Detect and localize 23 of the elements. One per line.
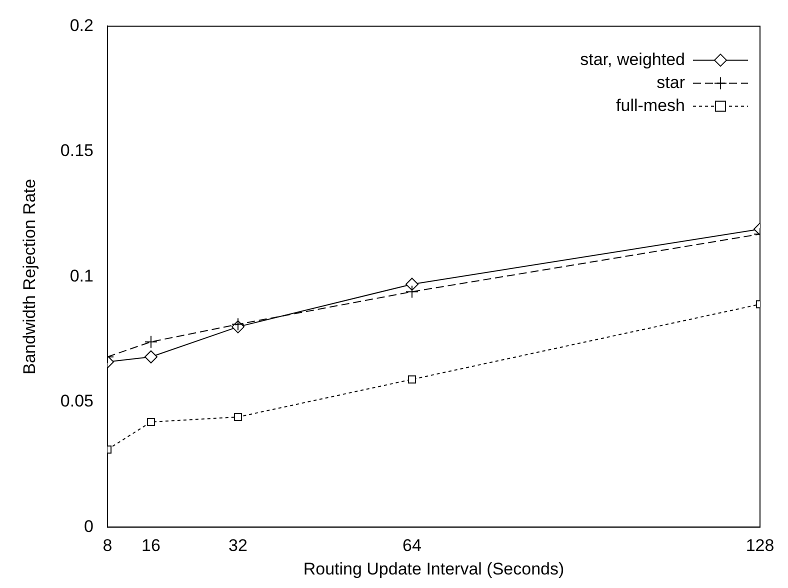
point <box>231 318 244 331</box>
point <box>405 278 418 291</box>
y-axis-title: Bandwidth Rejection Rate <box>20 178 39 375</box>
x-axis-title: Routing Update Interval (Seconds) <box>303 559 564 578</box>
x-tick-label: 8 <box>102 536 112 556</box>
point <box>146 418 156 426</box>
x-tick-label: 16 <box>142 536 160 556</box>
point <box>144 350 158 364</box>
point <box>144 335 158 348</box>
y-tick-label: 0 <box>84 516 94 536</box>
y-tick-label: 0.15 <box>60 141 94 160</box>
legend-label: full-mesh <box>616 96 685 115</box>
legend-label: star, weighted <box>580 50 685 69</box>
point <box>405 285 418 298</box>
x-tick-label: 32 <box>228 536 248 556</box>
y-tick-label: 0.2 <box>70 16 94 35</box>
x-tick-label: 128 <box>746 536 774 556</box>
point <box>234 412 242 422</box>
x-tick-label: 64 <box>402 536 422 556</box>
y-tick-label: 0.05 <box>60 392 94 411</box>
legend-label: star <box>656 72 686 92</box>
y-tick-label: 0.1 <box>70 266 94 286</box>
point <box>408 375 416 384</box>
